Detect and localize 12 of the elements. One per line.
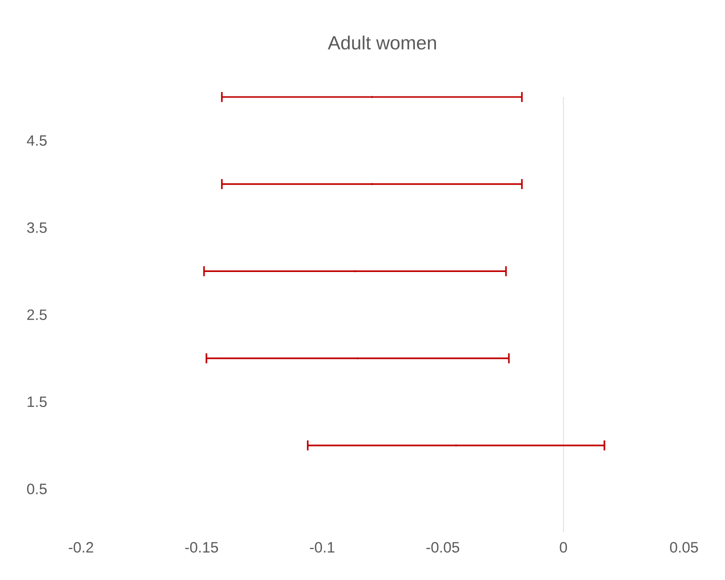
x-tick-label: -0.2 — [68, 542, 94, 553]
y-tick-label: 1.5 — [28, 396, 47, 408]
x-tick-label: 0 — [560, 542, 567, 553]
x-tick-label: -0.15 — [185, 542, 218, 553]
y-tick-label: 4.5 — [26, 135, 47, 146]
y-tick-label: 2.5 — [27, 309, 47, 320]
y-tick-label: 0.5 — [27, 484, 47, 494]
y-tick-label: 3.5 — [27, 222, 47, 233]
x-tick-label: -0.1 — [310, 542, 334, 553]
chart-title: Adult women — [328, 36, 436, 50]
x-tick-label: -0.05 — [426, 542, 460, 553]
x-tick-label: 0.05 — [670, 542, 698, 553]
